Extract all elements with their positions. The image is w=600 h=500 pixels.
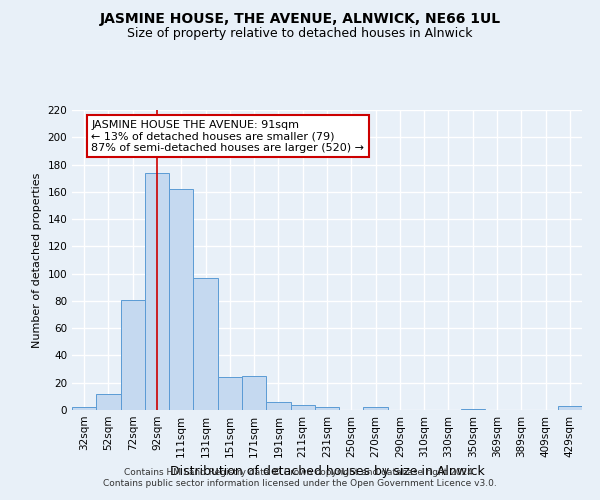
Bar [72, 408, 96, 410]
Bar [218, 378, 242, 410]
Bar [169, 189, 193, 410]
Bar [96, 394, 121, 410]
Text: Size of property relative to detached houses in Alnwick: Size of property relative to detached ho… [127, 28, 473, 40]
Bar [461, 408, 485, 410]
Bar [242, 376, 266, 410]
Bar [558, 406, 582, 410]
Bar [290, 404, 315, 410]
Text: JASMINE HOUSE THE AVENUE: 91sqm
← 13% of detached houses are smaller (79)
87% of: JASMINE HOUSE THE AVENUE: 91sqm ← 13% of… [91, 120, 364, 152]
Bar [193, 278, 218, 410]
Bar [266, 402, 290, 410]
Text: Contains HM Land Registry data © Crown copyright and database right 2024.
Contai: Contains HM Land Registry data © Crown c… [103, 468, 497, 487]
Y-axis label: Number of detached properties: Number of detached properties [32, 172, 42, 348]
Bar [121, 300, 145, 410]
Text: JASMINE HOUSE, THE AVENUE, ALNWICK, NE66 1UL: JASMINE HOUSE, THE AVENUE, ALNWICK, NE66… [100, 12, 500, 26]
Bar [364, 408, 388, 410]
Bar [145, 172, 169, 410]
X-axis label: Distribution of detached houses by size in Alnwick: Distribution of detached houses by size … [170, 466, 484, 478]
Bar [315, 408, 339, 410]
